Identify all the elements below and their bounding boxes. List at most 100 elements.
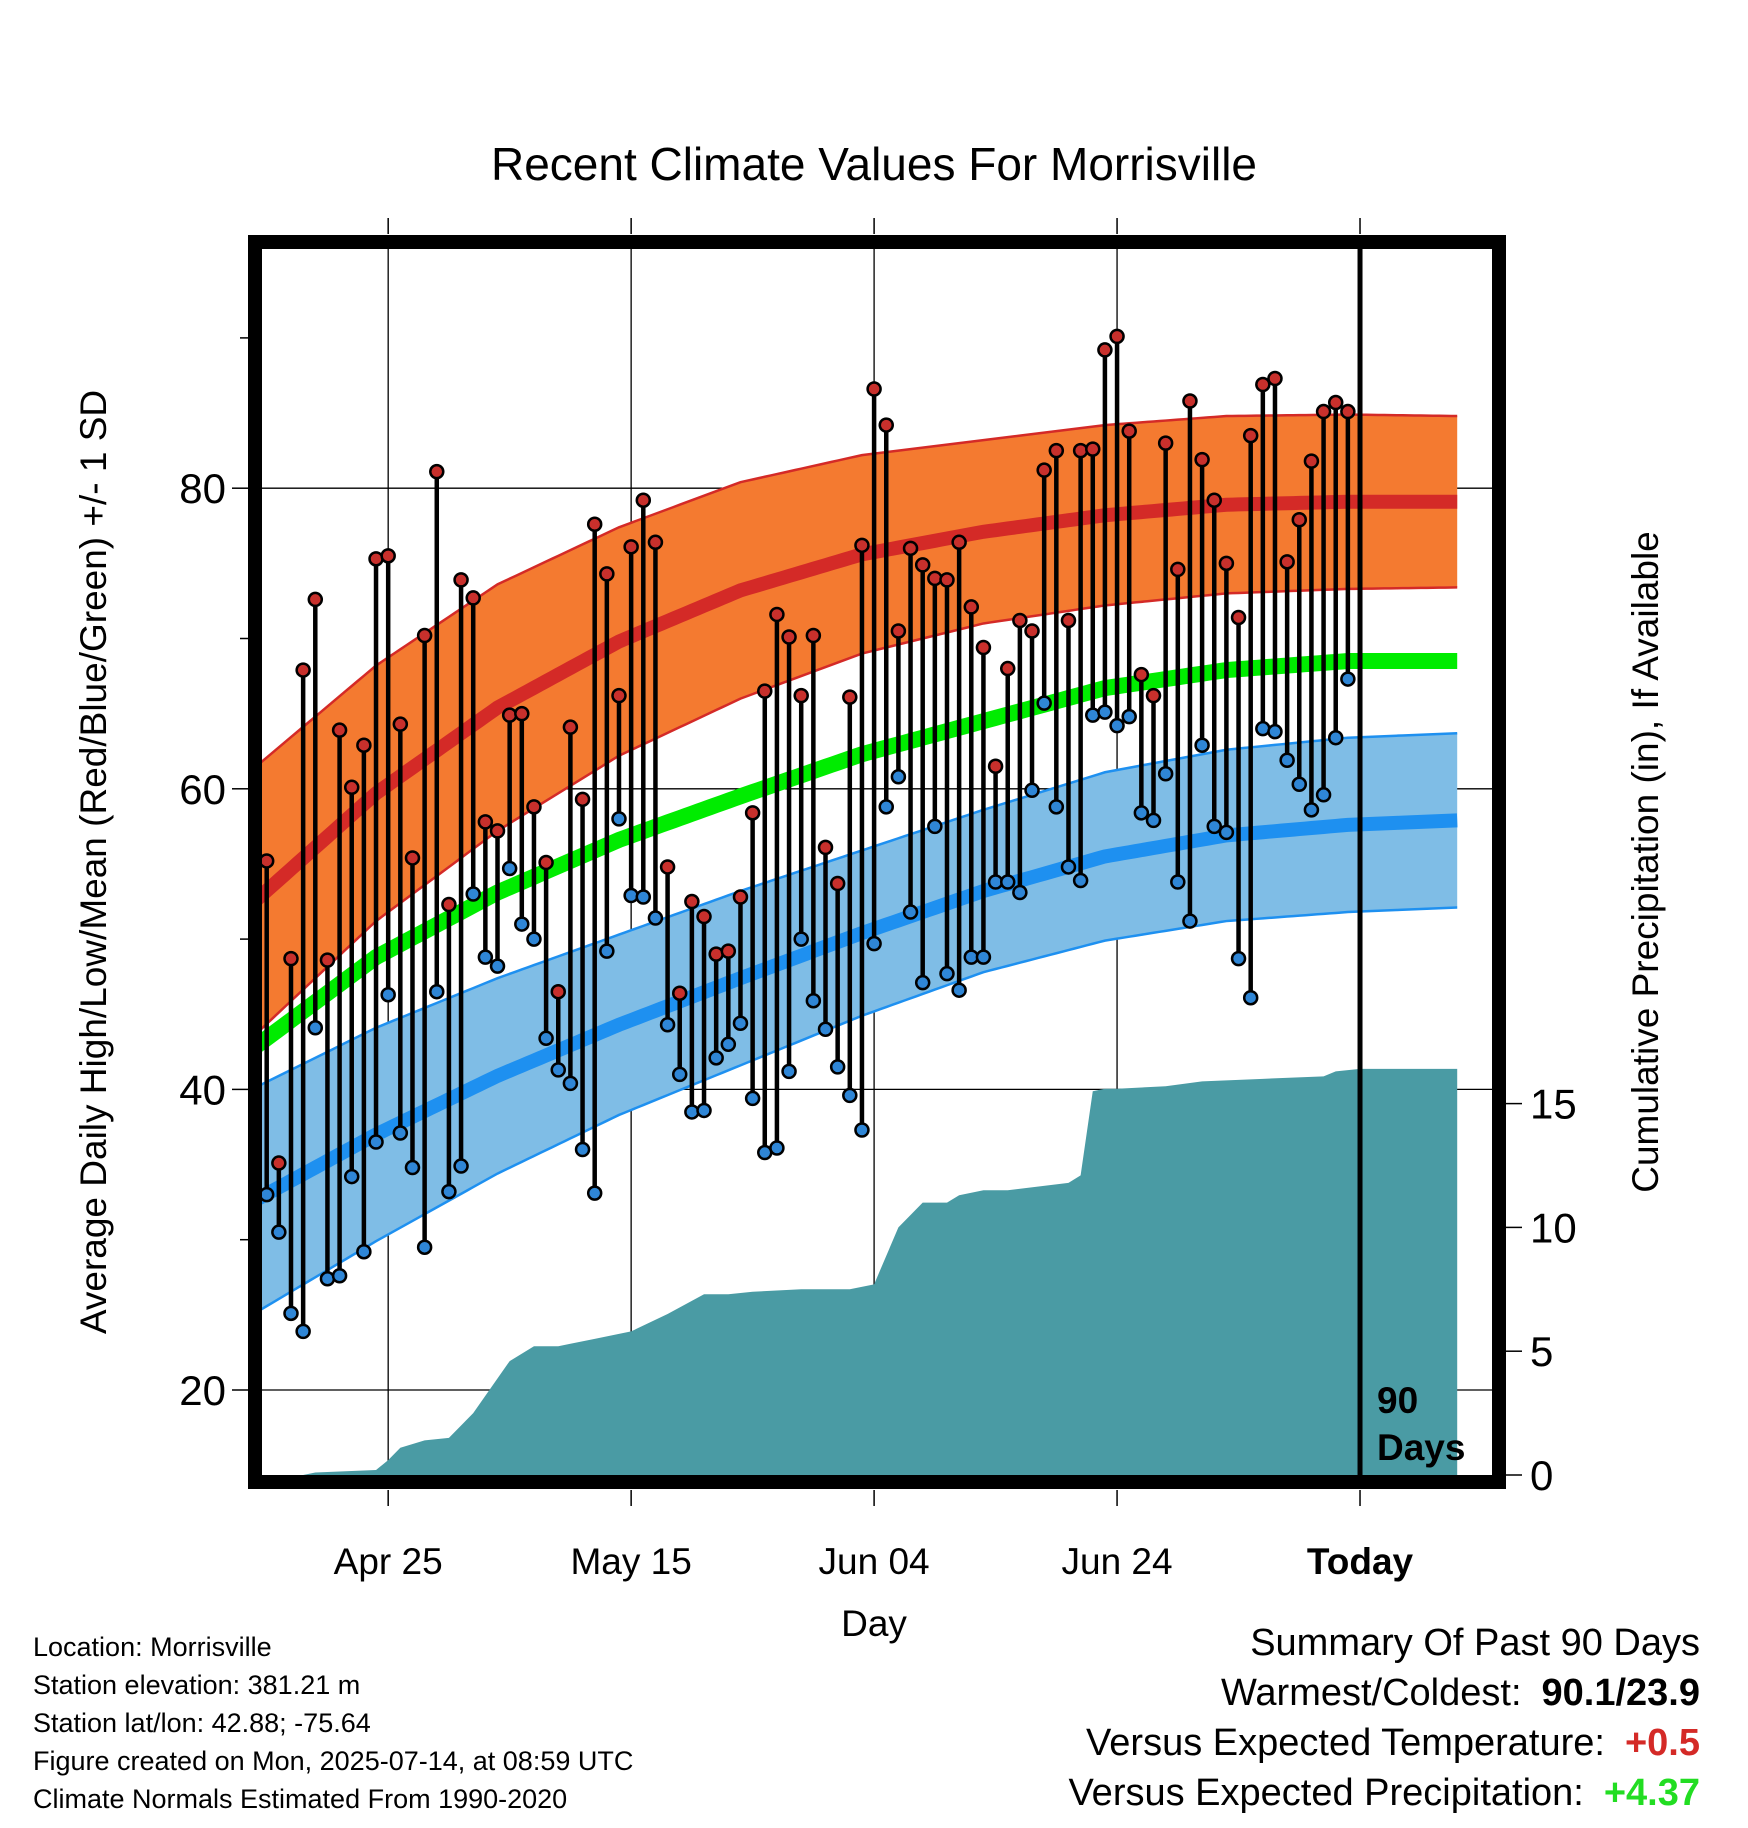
low-point [793, 931, 809, 947]
low-point [732, 1015, 749, 1032]
high-point [1133, 666, 1150, 683]
normal-low-band-upper-edge [262, 731, 1458, 1086]
high-point [356, 737, 372, 753]
low-point [708, 1050, 724, 1066]
low-point [380, 986, 396, 1003]
low-point [1279, 752, 1295, 768]
low-point [1048, 799, 1065, 815]
low-point [262, 1186, 275, 1203]
high-point [392, 716, 409, 732]
low-point [1109, 717, 1125, 734]
high-point [1024, 623, 1040, 639]
low-point [1206, 818, 1222, 835]
high-point [854, 537, 870, 554]
low-point [781, 1063, 797, 1080]
low-point [671, 1066, 688, 1083]
low-point [769, 1140, 785, 1156]
low-point [489, 958, 506, 974]
low-point [647, 910, 664, 926]
y2-axis-label: Cumulative Precipitation (in), If Availa… [1625, 531, 1666, 1193]
low-point [1170, 874, 1186, 890]
high-point [429, 463, 445, 480]
high-point [465, 590, 481, 606]
low-point [927, 818, 943, 835]
x-tick-label: Today [1307, 1541, 1414, 1582]
y2-tick-label: 10 [1530, 1204, 1577, 1251]
low-point [1242, 989, 1259, 1006]
low-point [951, 982, 967, 998]
y2-tick-label: 0 [1530, 1452, 1553, 1499]
low-point [586, 1185, 603, 1201]
station-info: Location: Morrisville Station elevation:… [33, 1628, 633, 1818]
low-point [939, 965, 955, 982]
low-point [441, 1183, 457, 1200]
high-point [1097, 342, 1113, 358]
normal-high-band-lower-edge [262, 586, 1458, 1031]
low-point [635, 889, 652, 905]
high-point [1194, 451, 1210, 468]
high-point [708, 946, 724, 962]
precip-area [262, 1068, 1458, 1475]
high-point [574, 791, 591, 808]
high-point [1182, 393, 1198, 409]
high-point [829, 875, 846, 892]
high-point [514, 705, 530, 722]
low-point [283, 1305, 299, 1322]
x-tick-label: Jun 24 [1062, 1541, 1173, 1582]
low-point [271, 1224, 287, 1240]
low-point [1303, 802, 1320, 818]
low-point [1097, 704, 1113, 720]
plot-border [248, 235, 1506, 1489]
high-point [963, 599, 980, 615]
high-point [307, 591, 324, 608]
high-point [319, 952, 336, 968]
normal-high-band [262, 414, 1458, 1029]
normals-line: Climate Normals Estimated From 1990-2020 [33, 1784, 568, 1814]
low-point [331, 1268, 348, 1284]
high-point [1218, 555, 1235, 572]
low-point [1315, 787, 1332, 803]
high-point [331, 722, 348, 738]
y-tick-label: 20 [179, 1367, 226, 1414]
low-point [1085, 707, 1101, 723]
temp-value: +0.5 [1624, 1722, 1700, 1764]
low-point [392, 1125, 409, 1141]
low-point [1340, 671, 1356, 687]
low-point [1230, 950, 1247, 967]
low-point [538, 1030, 554, 1047]
latlon-line: Station lat/lon: 42.88; -75.64 [33, 1708, 371, 1738]
low-point [295, 1323, 311, 1340]
low-point [501, 860, 518, 877]
low-point [1194, 737, 1210, 753]
temp-row: Versus Expected Temperature: +0.5 [1068, 1718, 1700, 1768]
high-point [744, 805, 761, 821]
low-point [1182, 913, 1198, 929]
high-point [1012, 612, 1028, 629]
high-point [951, 534, 967, 551]
high-point [769, 606, 785, 623]
high-point [1255, 376, 1271, 393]
low-point [1121, 708, 1137, 725]
high-point [1267, 370, 1283, 387]
low-point [453, 1158, 469, 1174]
low-point [744, 1090, 761, 1107]
high-point [1048, 442, 1065, 459]
x-tick-label: Apr 25 [334, 1541, 443, 1582]
high-point [271, 1155, 287, 1171]
warm-cold-row: Warmest/Coldest: 90.1/23.9 [1068, 1668, 1700, 1718]
high-point [489, 823, 506, 839]
low-point [574, 1141, 591, 1158]
low-point [599, 943, 615, 959]
high-point [732, 889, 749, 905]
low-point [465, 886, 481, 902]
low-point [1060, 859, 1077, 875]
high-point [1109, 328, 1125, 345]
high-point [659, 859, 676, 875]
high-point [623, 539, 639, 555]
high-point [635, 492, 652, 508]
high-point [343, 779, 360, 796]
low-point [659, 1017, 676, 1033]
high-point [1121, 423, 1137, 439]
high-point [842, 689, 858, 705]
